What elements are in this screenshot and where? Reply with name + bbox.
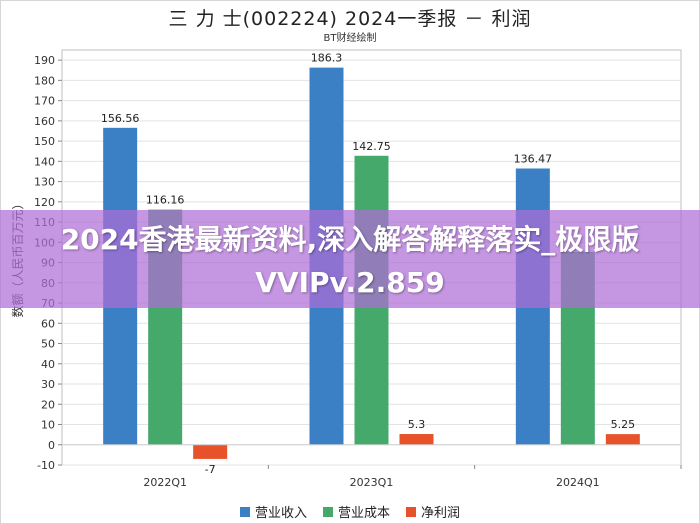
data-label: 116.16 [146, 194, 185, 207]
bar-2-1 [399, 434, 434, 445]
y-tick-label: 0 [48, 439, 55, 452]
chart-title: 三 力 士(002224) 2024一季报 － 利润 [168, 8, 532, 30]
legend-item-0: 营业收入 [239, 502, 307, 521]
data-label: 5.3 [408, 418, 426, 431]
y-tick-label: 170 [34, 95, 55, 108]
y-tick-label: 30 [41, 378, 55, 391]
data-label: -7 [205, 463, 216, 476]
y-tick-label: 50 [41, 338, 55, 351]
banner-text: 2024香港最新资料,深入解答解释落实_极限版VVIPv.2.859 [60, 223, 640, 299]
data-label: 186.3 [311, 52, 343, 65]
data-label: 142.75 [352, 140, 391, 153]
y-tick-label: 120 [34, 196, 55, 209]
legend-item-2: 净利润 [406, 502, 460, 521]
y-tick-label: 10 [41, 419, 55, 432]
data-label: 156.56 [101, 112, 140, 125]
x-tick-label: 2022Q1 [143, 476, 187, 489]
overlay-banner [0, 210, 700, 308]
y-tick-label: 180 [34, 74, 55, 87]
bar-2-2 [605, 434, 640, 445]
legend-label: 营业成本 [337, 506, 390, 521]
data-label: 136.47 [514, 152, 553, 165]
x-tick-label: 2024Q1 [556, 476, 600, 489]
legend-swatch [322, 506, 333, 517]
y-tick-label: 40 [41, 358, 55, 371]
chart-legend: 营业收入 营业成本 净利润 [0, 502, 700, 521]
y-tick-label: 140 [34, 155, 55, 168]
y-tick-label: -10 [37, 459, 55, 472]
bar-2-0 [193, 444, 228, 459]
legend-label: 净利润 [421, 506, 461, 521]
data-label: 5.25 [611, 418, 636, 431]
legend-item-1: 营业成本 [322, 502, 390, 521]
y-tick-label: 20 [41, 398, 55, 411]
y-tick-label: 190 [34, 54, 55, 67]
y-tick-label: 60 [41, 317, 55, 330]
y-tick-label: 130 [34, 176, 55, 189]
legend-swatch [239, 506, 250, 517]
x-tick-label: 2023Q1 [350, 476, 394, 489]
legend-label: 营业收入 [254, 506, 307, 521]
y-tick-label: 150 [34, 135, 55, 148]
legend-swatch [406, 506, 416, 517]
chart-subtitle: BT财经绘制 [323, 33, 377, 44]
y-tick-label: 160 [34, 115, 55, 128]
